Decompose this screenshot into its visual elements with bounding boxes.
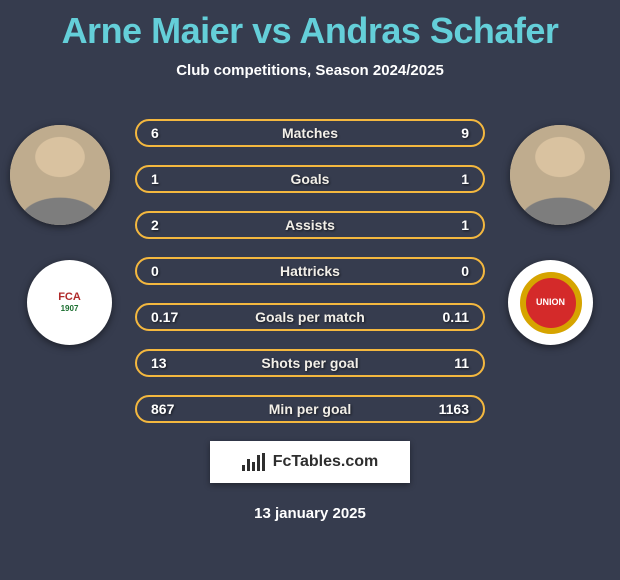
date-label: 13 january 2025 [0, 505, 620, 522]
stat-left-value: 0 [151, 263, 199, 279]
stat-left-value: 6 [151, 125, 199, 141]
stat-left-value: 2 [151, 217, 199, 233]
stat-label: Matches [199, 125, 421, 141]
stat-row-matches: 6 Matches 9 [135, 119, 485, 147]
stat-right-value: 0.11 [421, 309, 469, 325]
stat-left-value: 0.17 [151, 309, 199, 325]
avatar-placeholder-icon [510, 125, 610, 225]
stat-right-value: 11 [421, 355, 469, 371]
stats-container: 6 Matches 9 1 Goals 1 2 Assists 1 0 Hatt… [135, 119, 485, 423]
player-right-club-logo: UNION [508, 260, 593, 345]
stat-label: Goals per match [199, 309, 421, 325]
stat-left-value: 13 [151, 355, 199, 371]
stat-label: Hattricks [199, 263, 421, 279]
bar-chart-icon [242, 453, 265, 471]
stat-label: Assists [199, 217, 421, 233]
stat-label: Shots per goal [199, 355, 421, 371]
stat-row-shots-per-goal: 13 Shots per goal 11 [135, 349, 485, 377]
player-right-avatar [510, 125, 610, 225]
fca-logo-icon: FCA1907 [58, 292, 81, 314]
stat-row-min-per-goal: 867 Min per goal 1163 [135, 395, 485, 423]
stat-left-value: 867 [151, 401, 199, 417]
stat-label: Goals [199, 171, 421, 187]
stat-row-goals-per-match: 0.17 Goals per match 0.11 [135, 303, 485, 331]
watermark: FcTables.com [210, 441, 410, 483]
stat-row-hattricks: 0 Hattricks 0 [135, 257, 485, 285]
stat-right-value: 9 [421, 125, 469, 141]
stat-label: Min per goal [199, 401, 421, 417]
stat-right-value: 1 [421, 217, 469, 233]
page-title: Arne Maier vs Andras Schafer [0, 0, 620, 52]
stat-right-value: 1 [421, 171, 469, 187]
subtitle: Club competitions, Season 2024/2025 [0, 62, 620, 79]
watermark-text: FcTables.com [273, 453, 379, 471]
stat-left-value: 1 [151, 171, 199, 187]
player-left-avatar [10, 125, 110, 225]
stat-right-value: 0 [421, 263, 469, 279]
stat-row-assists: 2 Assists 1 [135, 211, 485, 239]
stat-right-value: 1163 [421, 401, 469, 417]
union-logo-icon: UNION [520, 272, 582, 334]
player-left-club-logo: FCA1907 [27, 260, 112, 345]
stat-row-goals: 1 Goals 1 [135, 165, 485, 193]
avatar-placeholder-icon [10, 125, 110, 225]
